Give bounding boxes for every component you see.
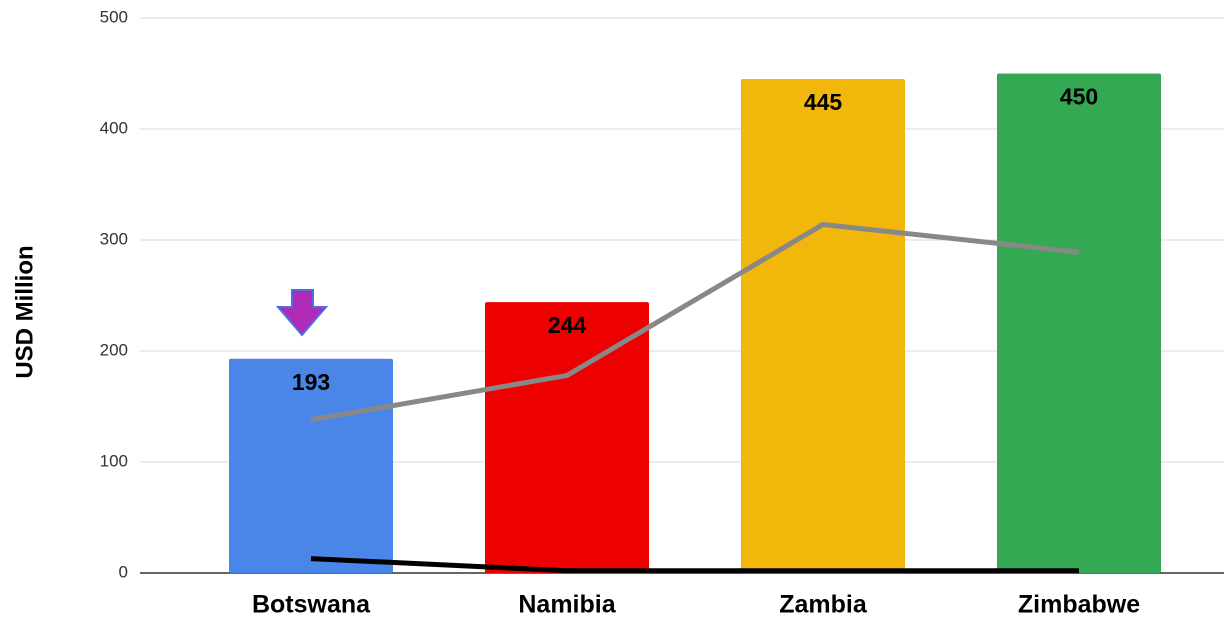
y-tick-label: 100: [100, 451, 128, 470]
y-axis-label: USD Million: [11, 245, 38, 378]
bar-value-label: 445: [804, 89, 843, 115]
bar: [485, 302, 649, 573]
labels: 0 100 200 300 400 500 Botswana Namibia Zambia Zim…: [100, 7, 1141, 618]
x-tick-label: Botswana: [252, 591, 371, 619]
bar-value-label: 244: [548, 312, 587, 338]
x-tick-label: Namibia: [518, 591, 616, 619]
bar-value-label: 193: [292, 369, 330, 395]
lines: [310, 221, 1080, 574]
bars: [229, 73, 1161, 574]
line: [310, 556, 1079, 574]
bar-value-label: 450: [1060, 84, 1098, 110]
bar: [741, 79, 905, 574]
y-tick-label: 500: [100, 7, 128, 26]
y-tick-label: 300: [100, 229, 128, 248]
x-tick-label: Zambia: [779, 591, 868, 619]
y-tick-label: 200: [100, 340, 128, 359]
arrow-annotation: [275, 289, 329, 337]
bar: [997, 73, 1161, 573]
y-tick-label: 0: [119, 562, 128, 581]
line: [310, 221, 1080, 423]
y-tick-label: 400: [100, 118, 128, 137]
x-tick-label: Zimbabwe: [1018, 591, 1140, 619]
